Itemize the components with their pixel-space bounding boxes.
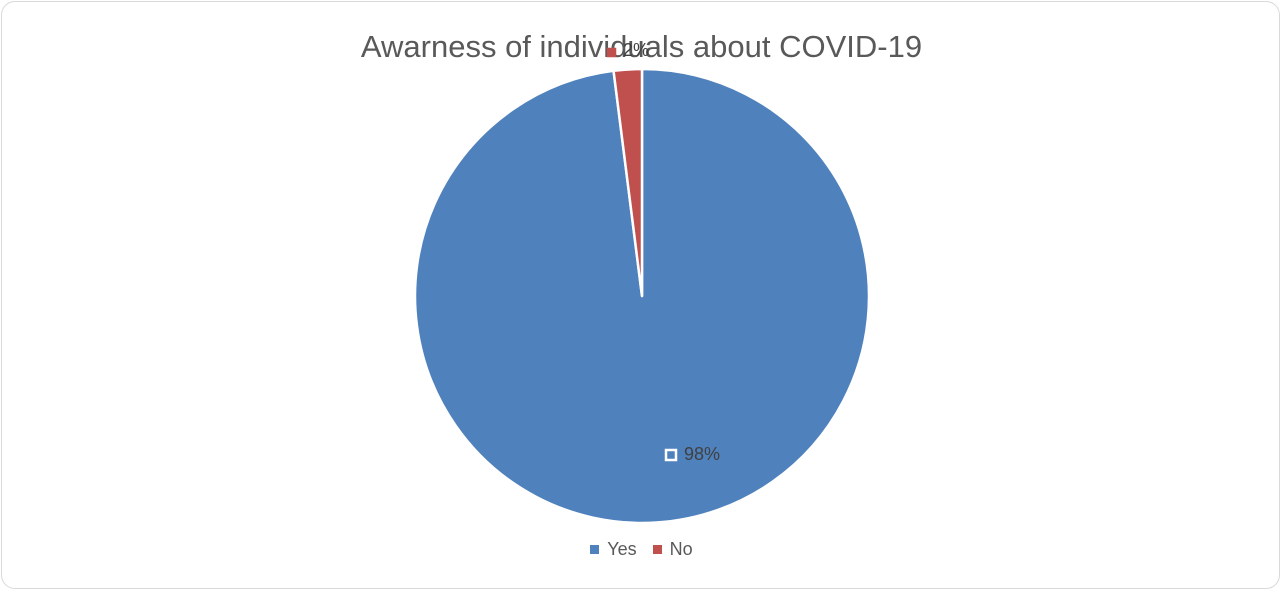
chart-title: Awarness of individuals about COVID-19 [360, 29, 923, 64]
pie-slice-no [612, 67, 644, 298]
legend: Yes No [0, 539, 1283, 560]
data-label-text-no: 2% [623, 40, 649, 60]
legend-item-yes: Yes [590, 539, 637, 560]
legend-label-no: No [669, 539, 693, 559]
legend-item-no: No [652, 539, 693, 560]
legend-swatch-no [652, 545, 662, 554]
data-label-marker-no [606, 47, 617, 58]
data-label-marker-yes [664, 448, 678, 462]
data-label-no: 2% [606, 40, 649, 60]
legend-swatch-yes [590, 545, 600, 554]
legend-label-yes: Yes [607, 539, 637, 559]
data-label-text-yes: 98% [684, 444, 720, 464]
data-label-yes: 98% [664, 444, 720, 464]
